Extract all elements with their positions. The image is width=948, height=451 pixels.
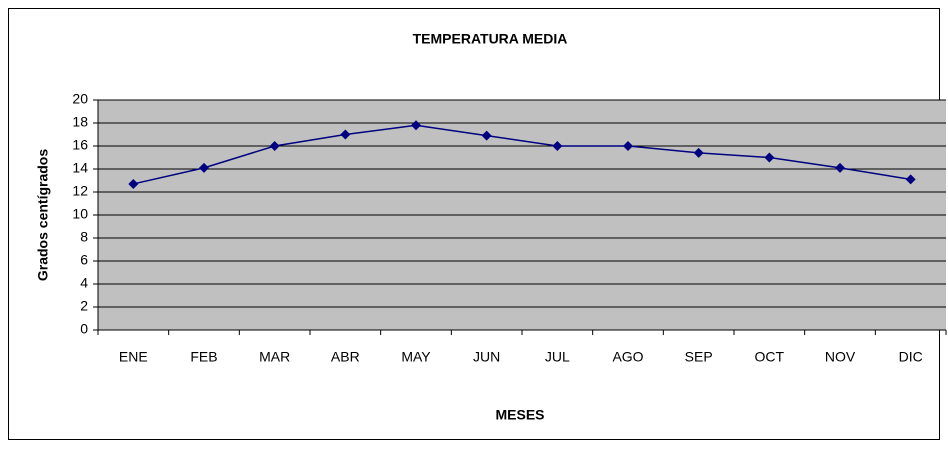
data-point	[269, 141, 280, 151]
data-point	[552, 141, 563, 151]
y-tick-label: 4	[80, 275, 88, 291]
x-tick-label: DIC	[899, 349, 923, 365]
y-tick-label: 2	[80, 298, 88, 314]
y-tick-label: 12	[72, 183, 88, 199]
y-axis-label: Grados centígrados	[35, 149, 51, 281]
data-point	[199, 162, 209, 173]
x-tick-label: FEB	[190, 349, 217, 365]
x-tick-label: JUN	[473, 349, 500, 365]
x-tick-label: AGO	[612, 349, 643, 365]
data-point	[693, 147, 704, 158]
y-tick-label: 0	[80, 321, 88, 337]
data-point	[623, 141, 633, 151]
data-point	[764, 152, 775, 163]
y-tick-label: 10	[72, 206, 88, 222]
data-point	[481, 130, 492, 141]
data-point	[340, 129, 351, 140]
data-point	[835, 162, 845, 173]
y-tick-label: 6	[80, 252, 88, 268]
x-tick-label: NOV	[825, 349, 856, 365]
y-tick-label: 8	[80, 229, 88, 245]
data-point	[905, 174, 916, 185]
x-tick-label: MAY	[401, 349, 431, 365]
x-tick-label: OCT	[755, 349, 785, 365]
x-tick-label: JUL	[545, 349, 570, 365]
x-axis-label: MESES	[495, 407, 544, 423]
x-tick-label: ABR	[331, 349, 360, 365]
series-line	[133, 124, 911, 185]
y-tick-label: 14	[72, 160, 88, 176]
data-point	[128, 178, 139, 189]
y-tick-label: 16	[72, 137, 88, 153]
y-tick-label: 20	[72, 91, 88, 107]
data-point	[411, 120, 421, 131]
y-tick-label: 18	[72, 114, 88, 130]
chart-title: TEMPERATURA MEDIA	[413, 31, 568, 47]
x-tick-label: ENE	[119, 349, 148, 365]
x-tick-label: SEP	[685, 349, 713, 365]
x-tick-label: MAR	[259, 349, 290, 365]
